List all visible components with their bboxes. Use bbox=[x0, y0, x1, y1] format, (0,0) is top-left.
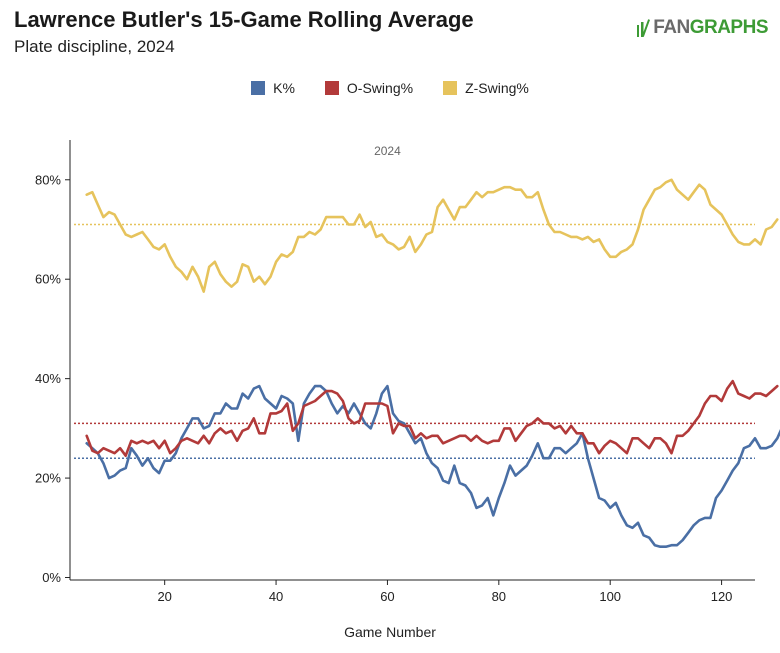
brand-text-graphs: GRAPHS bbox=[689, 17, 769, 38]
x-tick-label: 40 bbox=[269, 589, 283, 604]
batter-icon bbox=[637, 19, 651, 37]
chart-subtitle: Plate discipline, 2024 bbox=[14, 37, 175, 56]
chart-title: Lawrence Butler's 15-Game Rolling Averag… bbox=[14, 7, 474, 32]
y-tick-label: 0% bbox=[42, 570, 61, 585]
legend-label-k: K% bbox=[273, 80, 295, 96]
x-tick-label: 120 bbox=[711, 589, 733, 604]
y-tick-label: 20% bbox=[35, 471, 61, 486]
legend-swatch-o-swing bbox=[324, 81, 339, 95]
season-annotation: 2024 bbox=[374, 144, 401, 158]
series-line-2 bbox=[85, 178, 779, 293]
legend-item-o-swing[interactable]: O-Swing% bbox=[324, 80, 414, 96]
legend-swatch-z-swing bbox=[443, 81, 458, 95]
series-line-1 bbox=[85, 379, 779, 458]
legend-label-z-swing: Z-Swing% bbox=[465, 80, 529, 96]
y-tick-label: 40% bbox=[35, 371, 61, 386]
legend-swatch-k bbox=[251, 81, 266, 95]
y-tick-label: 80% bbox=[35, 172, 61, 187]
x-tick-label: 20 bbox=[157, 589, 171, 604]
y-tick-label: 60% bbox=[35, 272, 61, 287]
series-line-0 bbox=[85, 384, 780, 549]
brand-text-fan: FAN bbox=[653, 17, 690, 38]
legend-label-o-swing: O-Swing% bbox=[346, 80, 414, 96]
chart-legend: K% O-Swing% Z-Swing% bbox=[0, 80, 780, 96]
x-tick-label: 60 bbox=[380, 589, 394, 604]
x-tick-label: 100 bbox=[599, 589, 621, 604]
legend-item-k[interactable]: K% bbox=[251, 80, 295, 96]
x-tick-label: 80 bbox=[492, 589, 506, 604]
x-axis-label: Game Number bbox=[344, 624, 436, 640]
fangraphs-logo[interactable]: FAN GRAPHS bbox=[636, 17, 769, 39]
legend-item-z-swing[interactable]: Z-Swing% bbox=[443, 80, 529, 96]
